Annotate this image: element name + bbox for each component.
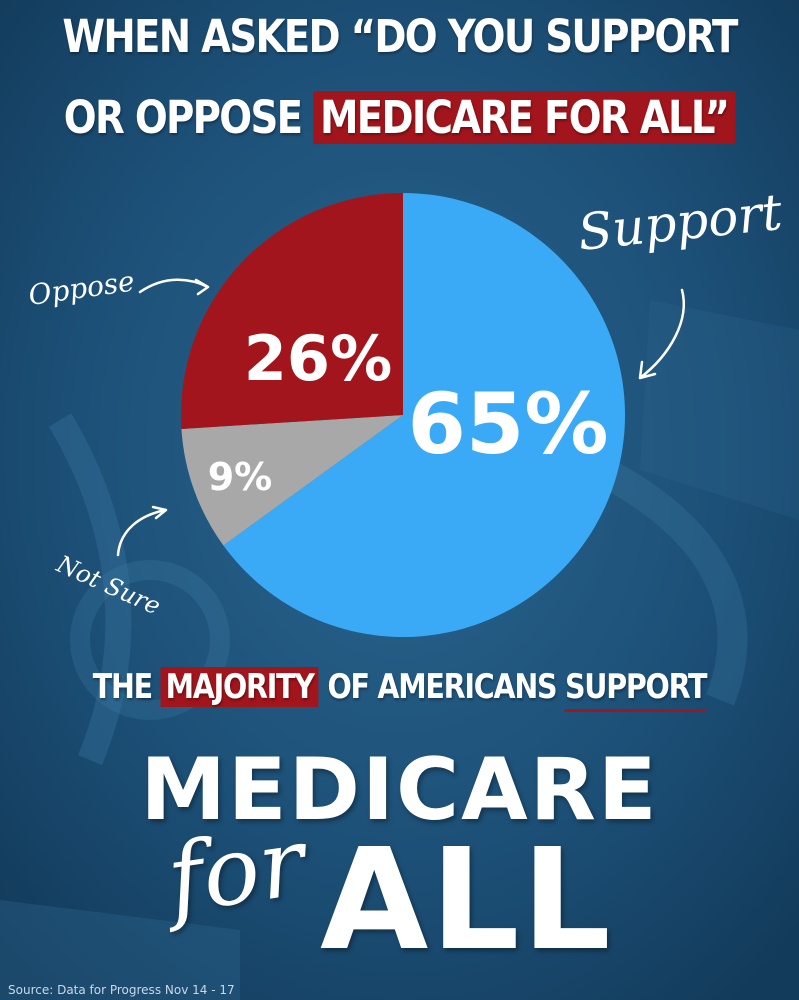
- headline-line-2-prefix: OR OPPOSE: [63, 91, 303, 144]
- slice-value-label-not-sure: 9%: [208, 455, 273, 499]
- brand-all: ALL: [320, 819, 613, 982]
- pie-slice-support: [223, 193, 625, 637]
- annotation-arrow-not-sure: [116, 505, 168, 557]
- tagline: THE MAJORITY OF AMERICANS SUPPORT: [64, 665, 735, 712]
- tagline-highlight: MAJORITY: [160, 667, 319, 707]
- headline-line-1: WHEN ASKED “DO YOU SUPPORT: [56, 10, 743, 64]
- tagline-underlined: SUPPORT: [564, 667, 708, 712]
- tagline-middle: OF AMERICANS: [327, 667, 557, 707]
- headline-line-2: OR OPPOSE MEDICARE FOR ALL”: [56, 91, 743, 145]
- annotation-not-sure: Not Sure: [52, 549, 165, 620]
- pie-slice-not-sure: [181, 415, 403, 546]
- brand-medicare: MEDICARE: [140, 740, 659, 840]
- annotation-arrow-oppose: [138, 278, 210, 296]
- slice-value-label-support: 65%: [407, 375, 608, 473]
- headline-line-1-text: WHEN ASKED “DO YOU SUPPORT: [62, 10, 738, 63]
- headline-highlight: MEDICARE FOR ALL”: [313, 91, 736, 144]
- source-note: Source: Data for Progress Nov 14 - 17: [8, 983, 235, 997]
- tagline-prefix: THE: [92, 667, 153, 707]
- pie-slice-oppose: [181, 193, 403, 429]
- slice-value-label-oppose: 26%: [244, 322, 392, 395]
- annotation-support: Support: [575, 183, 785, 262]
- annotation-arrow-support: [638, 288, 685, 380]
- brand-for-script: for: [161, 808, 312, 935]
- annotation-oppose: Oppose: [26, 264, 136, 312]
